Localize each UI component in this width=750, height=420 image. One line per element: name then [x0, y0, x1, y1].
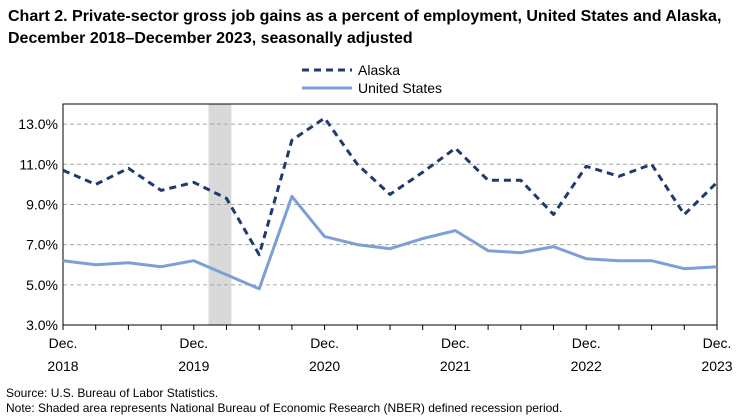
series-line-alaska	[62, 116, 719, 257]
x-tick-label-year: 2019	[178, 358, 209, 374]
source-note: Source: U.S. Bureau of Labor Statistics.	[6, 386, 219, 400]
series-lines	[62, 116, 719, 291]
legend-label-alaska: Alaska	[358, 62, 400, 78]
y-tick-label: 9.0%	[26, 196, 58, 212]
plot-border	[62, 103, 718, 326]
x-tick-label-month: Dec.	[703, 335, 732, 351]
plot-area	[62, 103, 718, 326]
chart-title: Chart 2. Private-sector gross job gains …	[8, 8, 722, 47]
x-tick-label-year: 2020	[309, 358, 340, 374]
x-tick-label-year: 2021	[440, 358, 471, 374]
x-tick-label-month: Dec.	[441, 335, 470, 351]
y-tick-label: 11.0%	[19, 156, 58, 172]
x-tick-label-month: Dec.	[179, 335, 208, 351]
x-tick-label-month: Dec.	[49, 335, 78, 351]
y-axis: 3.0% 5.0% 7.0% 9.0% 11.0% 13.0%	[18, 116, 58, 333]
y-tick-label: 3.0%	[26, 317, 58, 333]
x-tick-label-year: 2022	[571, 358, 602, 374]
recession-band	[208, 104, 232, 325]
legend-label-united-states: United States	[358, 80, 442, 96]
gridlines	[63, 123, 717, 286]
x-tick-label-year: 2018	[47, 358, 78, 374]
recession-note: Note: Shaded area represents National Bu…	[6, 401, 563, 415]
footnotes: Source: U.S. Bureau of Labor Statistics.…	[6, 386, 562, 416]
recession-shading	[208, 104, 232, 325]
x-tick-label-year: 2023	[701, 358, 732, 374]
x-tick-label-month: Dec.	[572, 335, 601, 351]
y-tick-label: 5.0%	[26, 277, 58, 293]
y-tick-label: 13.0%	[18, 116, 58, 132]
x-axis: Dec. 2018 Dec. 2019 Dec. 2020 Dec. 2021 Dec. 2022…	[47, 325, 733, 374]
y-tick-label: 7.0%	[26, 237, 58, 253]
legend: Alaska United States	[302, 62, 442, 96]
x-tick-label-month: Dec.	[310, 335, 339, 351]
series-line-united-states	[62, 194, 718, 291]
